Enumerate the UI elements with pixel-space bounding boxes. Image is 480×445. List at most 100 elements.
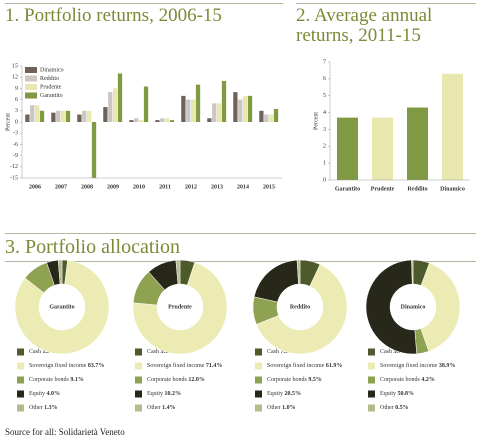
legend-label: Sovereign fixed income 38.9% bbox=[380, 362, 455, 369]
legend-label: Other 1.0% bbox=[267, 405, 296, 411]
legend-category: Equity bbox=[147, 391, 163, 397]
bar bbox=[56, 110, 61, 122]
pie-slice bbox=[57, 259, 63, 285]
legend-category: Other bbox=[29, 405, 43, 411]
y-tick-label: 6 bbox=[15, 97, 18, 103]
legend-label: Reddito bbox=[40, 76, 59, 82]
x-tick-label: 2008 bbox=[81, 184, 93, 190]
legend-category: Other bbox=[380, 405, 394, 411]
rule bbox=[296, 3, 476, 4]
bar bbox=[61, 110, 66, 122]
legend-value: 1.4% bbox=[162, 405, 176, 411]
legend-swatch bbox=[255, 390, 262, 398]
bar bbox=[181, 95, 186, 122]
legend-category: Other bbox=[147, 405, 161, 411]
bar bbox=[186, 99, 191, 122]
legend-swatch bbox=[17, 348, 24, 356]
rule bbox=[5, 3, 283, 4]
section-title: 2. Average annual returns, 2011-15 bbox=[296, 5, 433, 46]
legend-category: Equity bbox=[29, 391, 45, 397]
legend-category: Sovereign fixed income bbox=[380, 362, 438, 369]
rule bbox=[5, 233, 476, 234]
section-title: 1. Portfolio returns, 2006-15 bbox=[5, 5, 222, 26]
legend-swatch bbox=[368, 376, 375, 384]
y-tick-label: 12 bbox=[12, 75, 18, 81]
legend-value: 61.9% bbox=[326, 363, 343, 369]
legend-label: Garantito bbox=[40, 93, 63, 99]
bar bbox=[259, 110, 264, 122]
legend-swatch bbox=[25, 75, 37, 82]
x-tick-label: 2007 bbox=[55, 184, 67, 190]
x-tick-label: 2013 bbox=[211, 184, 223, 190]
bar bbox=[165, 118, 170, 122]
legend-label: Sovereign fixed income 71.4% bbox=[147, 362, 222, 369]
legend-value: 10.2% bbox=[165, 391, 182, 397]
bar bbox=[65, 110, 71, 122]
x-tick-label: 2014 bbox=[237, 184, 249, 190]
bar bbox=[117, 73, 123, 122]
legend-category: Cash bbox=[147, 349, 159, 355]
bar bbox=[243, 95, 248, 122]
legend-value: 1.3% bbox=[44, 405, 58, 411]
legend-swatch bbox=[25, 92, 37, 99]
x-tick-label: 2006 bbox=[29, 184, 41, 190]
legend-value: 0.5% bbox=[395, 405, 409, 411]
legend-category: Corporate bonds bbox=[267, 377, 307, 383]
bar bbox=[129, 120, 134, 122]
y-tick-label: 7 bbox=[323, 59, 326, 65]
legend-swatch bbox=[25, 67, 37, 73]
legend-label: Corporate bonds 9.1% bbox=[29, 377, 84, 383]
y-tick-label: 2 bbox=[323, 144, 326, 150]
bar bbox=[108, 92, 113, 122]
legend-swatch bbox=[255, 362, 262, 370]
y-tick-label: 9 bbox=[15, 86, 18, 92]
legend-swatch bbox=[135, 348, 142, 356]
legend-swatch bbox=[17, 404, 24, 412]
x-tick-label: Prudente bbox=[371, 186, 395, 192]
bar bbox=[169, 120, 175, 122]
legend-value: 38.9% bbox=[439, 363, 456, 369]
x-tick-label: 2011 bbox=[159, 184, 171, 190]
legend-category: Equity bbox=[267, 391, 283, 397]
x-tick-label: 2010 bbox=[133, 184, 145, 190]
legend-category: Corporate bonds bbox=[147, 377, 187, 383]
legend-category: Cash bbox=[380, 349, 392, 355]
bar bbox=[212, 103, 217, 122]
section-title: 3. Portfolio allocation bbox=[5, 236, 180, 258]
pie-slice bbox=[296, 259, 301, 285]
legend-label: Prudente bbox=[40, 84, 62, 90]
bar bbox=[103, 107, 108, 122]
bar bbox=[143, 86, 149, 122]
legend-label: Equity 20.5% bbox=[267, 391, 301, 397]
x-tick-label: 2012 bbox=[185, 184, 197, 190]
bar bbox=[264, 114, 269, 122]
source-note: Source for all: Solidarietà Veneto bbox=[5, 427, 125, 437]
bar bbox=[77, 114, 82, 122]
bar bbox=[273, 108, 279, 122]
legend-value: 71.4% bbox=[206, 363, 223, 369]
legend-swatch bbox=[368, 362, 375, 370]
bar bbox=[139, 120, 144, 122]
legend-swatch bbox=[255, 376, 262, 384]
x-tick-label: Dinamico bbox=[440, 186, 465, 192]
bar bbox=[195, 84, 201, 122]
legend-swatch bbox=[368, 348, 375, 356]
legend-label: Equity 10.2% bbox=[147, 391, 181, 397]
legend-category: Equity bbox=[380, 391, 396, 397]
pie-slice bbox=[132, 262, 228, 355]
legend-category: Other bbox=[267, 405, 281, 411]
pie-title: Garantito bbox=[49, 304, 74, 310]
legend-label: Corporate bonds 12.0% bbox=[147, 377, 205, 383]
legend-swatch bbox=[17, 390, 24, 398]
y-axis-label: Percent bbox=[313, 112, 319, 130]
legend-category: Cash bbox=[29, 349, 41, 355]
legend-label: Equity 50.8% bbox=[380, 391, 414, 397]
bar bbox=[207, 118, 212, 122]
pie-slice bbox=[175, 259, 181, 285]
legend-swatch bbox=[25, 84, 37, 90]
x-tick-label: 2009 bbox=[107, 184, 119, 190]
bar bbox=[113, 88, 118, 122]
y-tick-label: 0 bbox=[323, 177, 326, 183]
legend-swatch bbox=[17, 362, 24, 370]
y-tick-label: -12 bbox=[10, 164, 18, 170]
